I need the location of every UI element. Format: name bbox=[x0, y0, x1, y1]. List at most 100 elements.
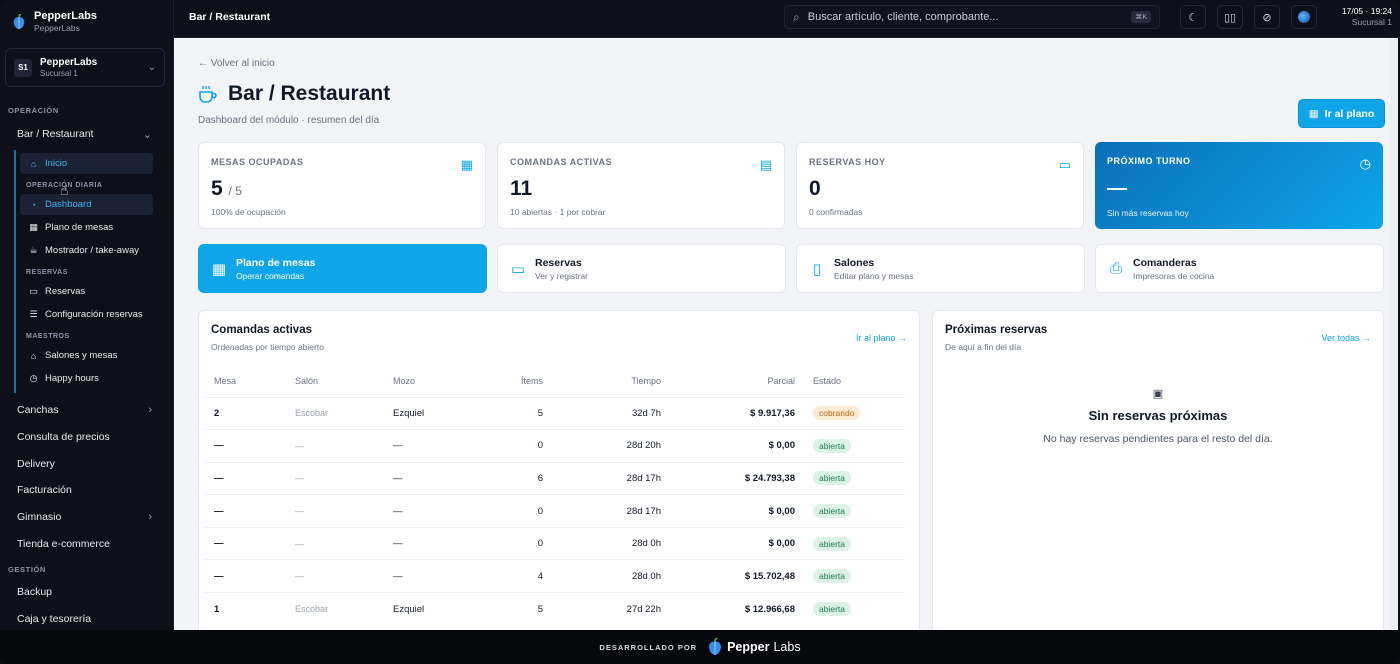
table-row[interactable]: — — — 0 28d 20h $ 0,00 abierta bbox=[205, 429, 905, 463]
cell-mozo: — bbox=[384, 526, 502, 560]
clock-icon: ◷ bbox=[1359, 156, 1371, 171]
sidebar-item-config-reservas[interactable]: ☰ Configuración reservas bbox=[20, 304, 153, 325]
sidebar-item-label: Salones y mesas bbox=[45, 350, 118, 361]
sidebar-item-mostrador[interactable]: ☕ Mostrador / take-away bbox=[20, 240, 153, 261]
sidebar-item-canchas[interactable]: Canchas › bbox=[8, 399, 166, 421]
col-mozo: Mozo bbox=[393, 375, 416, 386]
status-badge: cobrando bbox=[813, 406, 861, 421]
cell-mesa: — bbox=[205, 559, 286, 593]
explore-button[interactable]: ⊘ bbox=[1254, 5, 1280, 29]
sidebar-item-caja[interactable]: Caja y tesorería bbox=[8, 608, 166, 630]
sidebar-item-facturacion[interactable]: Facturación bbox=[8, 479, 166, 501]
cell-items: 0 bbox=[502, 429, 552, 463]
gauge-icon: ◔ bbox=[30, 199, 37, 210]
cell-parcial: $ 0,00 bbox=[670, 526, 804, 560]
sidebar-item-plano[interactable]: ▦ Plano de mesas bbox=[20, 217, 153, 238]
store-icon: ⌂ bbox=[30, 350, 37, 361]
table-row[interactable]: — — — 4 28d 0h $ 15.702,48 abierta bbox=[205, 559, 905, 593]
sidebar-item-salones[interactable]: ⌂ Salones y mesas bbox=[20, 345, 153, 366]
quick-action-comanderas[interactable]: ⎙ Comanderas Impresoras de cocina bbox=[1095, 244, 1384, 293]
calendar-icon: ▣ bbox=[1152, 388, 1164, 400]
empty-state-sub: No hay reservas pendientes para el resto… bbox=[1043, 433, 1273, 445]
empty-dash bbox=[1107, 188, 1127, 190]
date-time-text: 17/05 · 19:24 bbox=[1341, 6, 1392, 16]
cell-items: 4 bbox=[502, 559, 552, 593]
go-to-floor-plan-button[interactable]: ▦ Ir al plano bbox=[1298, 99, 1385, 128]
shortcut-badge: ⌘K bbox=[1131, 11, 1151, 23]
theme-toggle-button[interactable]: ☾ bbox=[1180, 5, 1206, 29]
submenu-bar-restaurant: ⌂ Inicio OPERACIÓN DIARIA ◔ Dashboard ▦ … bbox=[14, 150, 154, 393]
sidebar-item-label: Consulta de precios bbox=[17, 431, 110, 443]
sidebar-item-tienda[interactable]: Tienda e-commerce bbox=[8, 533, 166, 555]
cell-mozo: — bbox=[384, 559, 502, 593]
cell-estado: abierta bbox=[804, 559, 905, 593]
stat-label: COMANDAS ACTIVAS bbox=[510, 157, 612, 167]
sidebar-item-dashboard[interactable]: ◔ Dashboard bbox=[20, 194, 153, 215]
sidebar-item-label: Mostrador / take-away bbox=[45, 245, 139, 256]
cell-salon: — bbox=[286, 526, 384, 560]
cell-salon: — bbox=[286, 461, 384, 495]
cell-estado: abierta bbox=[804, 494, 905, 528]
chevron-down-icon: ⌄ bbox=[142, 128, 152, 141]
sliders-icon: ☰ bbox=[29, 309, 38, 319]
mouse-pointer-icon: ☝ bbox=[60, 182, 69, 198]
sidebar-item-label: Happy hours bbox=[45, 373, 99, 384]
quick-action-reservas[interactable]: ▭ Reservas Ver y registrar bbox=[497, 244, 786, 293]
sidebar-item-reservas[interactable]: ▭ Reservas bbox=[20, 281, 153, 302]
docs-button[interactable]: ▯▯ bbox=[1217, 5, 1243, 29]
coffee-cup-icon bbox=[199, 86, 217, 103]
grid-icon: ▦ bbox=[1308, 107, 1319, 120]
sidebar-item-label: Plano de mesas bbox=[45, 222, 114, 233]
branch-selector[interactable]: S1 PepperLabs Sucursal 1 ⌄ bbox=[5, 48, 165, 87]
sidebar-item-happy-hours[interactable]: ◷ Happy hours bbox=[20, 368, 153, 389]
cell-tiempo: 27d 22h bbox=[552, 592, 670, 626]
door-icon: ▯ bbox=[812, 260, 822, 278]
panel-title: Próximas reservas bbox=[945, 324, 1048, 336]
back-link[interactable]: ← Volver al inicio bbox=[198, 58, 275, 69]
status-badge: abierta bbox=[813, 536, 851, 551]
main-scrollbar[interactable] bbox=[1390, 38, 1398, 630]
sidebar-item-delivery[interactable]: Delivery bbox=[8, 453, 166, 475]
grid-icon: ▦ bbox=[211, 260, 227, 278]
table-header-row: Mesa Salón Mozo Ítems Tiempo Parcial Est… bbox=[205, 365, 905, 397]
table-row[interactable]: — — — 0 28d 17h $ 0,00 abierta bbox=[205, 494, 905, 528]
cell-mesa: — bbox=[205, 461, 286, 495]
sidebar-item-gimnasio[interactable]: Gimnasio › bbox=[8, 506, 166, 528]
cell-tiempo: 28d 17h bbox=[552, 494, 670, 528]
table-row[interactable]: — — — 0 28d 0h $ 0,00 abierta bbox=[205, 526, 905, 560]
stat-foot: 10 abiertas · 1 por cobrar bbox=[510, 207, 606, 217]
submenu-label-diaria: OPERACIÓN DIARIA bbox=[26, 182, 103, 189]
table-row[interactable]: — — — 6 28d 17h $ 24.793,38 abierta bbox=[205, 461, 905, 495]
see-all-link[interactable]: Ver todas → bbox=[1321, 333, 1371, 343]
sidebar-item-backup[interactable]: Backup bbox=[8, 581, 166, 603]
go-to-plan-link[interactable]: Ir al plano → bbox=[855, 333, 907, 343]
search-box[interactable]: ⌕ ⌘K bbox=[784, 5, 1160, 29]
language-button[interactable] bbox=[1291, 5, 1317, 29]
table-row[interactable]: 2 Escobar Ezquiel 5 32d 7h $ 9.917,36 co… bbox=[205, 396, 905, 430]
empty-state-title: Sin reservas próximas bbox=[1088, 408, 1228, 423]
sidebar-item-bar-restaurant[interactable]: Bar / Restaurant ⌄ bbox=[8, 123, 166, 145]
cell-parcial: $ 9.917,36 bbox=[670, 396, 804, 430]
cell-items: 0 bbox=[502, 526, 552, 560]
stat-card-reservas: RESERVAS HOY ▭ 0 0 confirmadas bbox=[796, 142, 1084, 229]
quick-action-plano[interactable]: ▦ Plano de mesas Operar comandas bbox=[198, 244, 487, 293]
page-header: Bar / Restaurant bbox=[197, 82, 390, 106]
panel-title: Comandas activas bbox=[211, 324, 312, 336]
search-input[interactable] bbox=[807, 11, 1118, 23]
stat-card-comandas: COMANDAS ACTIVAS ▤ 11 10 abiertas · 1 po… bbox=[497, 142, 785, 229]
stat-foot: Sin más reservas hoy bbox=[1107, 208, 1189, 218]
cell-parcial: $ 24.793,38 bbox=[670, 461, 804, 495]
status-badge: abierta bbox=[813, 438, 851, 453]
brand[interactable]: PepperLabs PepperLabs bbox=[12, 10, 97, 33]
quick-action-salones[interactable]: ▯ Salones Editar plano y mesas bbox=[796, 244, 1085, 293]
brand-name: PepperLabs bbox=[34, 10, 97, 22]
table-row[interactable]: 1 Escobar Ezquiel 5 27d 22h $ 12.966,68 … bbox=[205, 592, 905, 626]
footer-logo[interactable]: Pepper Labs bbox=[707, 638, 801, 656]
submenu-label-maestros: MAESTROS bbox=[26, 333, 70, 340]
grid-icon: ▦ bbox=[29, 222, 38, 232]
quick-action-sub: Ver y registrar bbox=[535, 270, 588, 281]
page-title: Bar / Restaurant bbox=[228, 82, 391, 105]
sidebar-item-precios[interactable]: Consulta de precios bbox=[8, 426, 166, 448]
sidebar-item-inicio[interactable]: ⌂ Inicio bbox=[20, 153, 153, 174]
sidebar-item-label: Facturación bbox=[17, 484, 72, 496]
